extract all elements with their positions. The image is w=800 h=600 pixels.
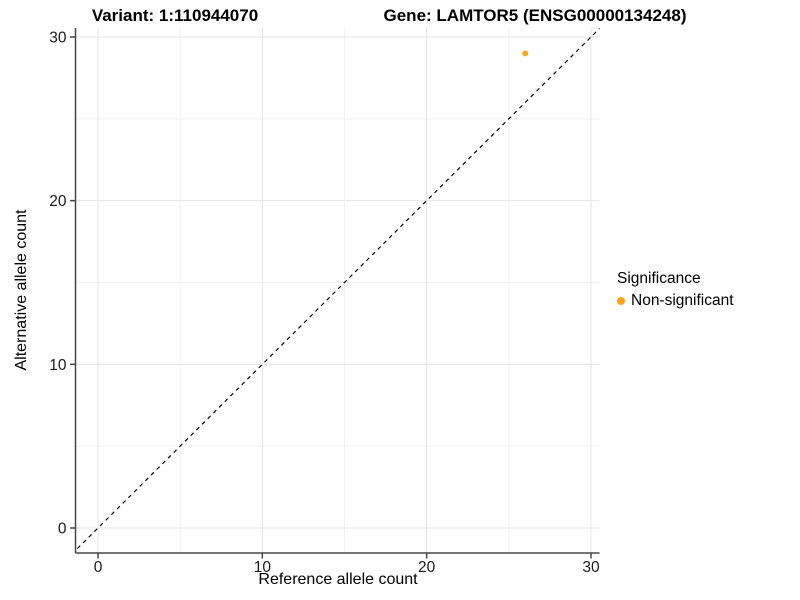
legend-title: Significance (617, 270, 701, 287)
legend-item: Non-significant (617, 291, 734, 311)
x-axis-title: Reference allele count (258, 571, 418, 588)
x-tick-label: 30 (582, 559, 600, 576)
plot-title-variant: Variant: 1:110944070 (91, 6, 259, 25)
x-tick-label: 20 (418, 559, 436, 576)
x-tick-label: 10 (254, 559, 272, 576)
legend-item-label: Non-significant (631, 292, 734, 309)
plot-title-gene: Gene: LAMTOR5 (ENSG00000134248) (383, 6, 687, 25)
y-tick-label: 0 (58, 521, 67, 538)
y-tick-label: 20 (49, 193, 67, 210)
legend: Significance Non-significant (617, 269, 734, 311)
y-tick-label: 30 (49, 29, 67, 46)
identity-line (75, 28, 600, 552)
data-point (522, 50, 529, 57)
x-tick-label: 0 (94, 559, 103, 576)
y-tick-label: 10 (49, 357, 67, 374)
y-axis-title: Alternative allele count (13, 209, 30, 371)
legend-point-icon (617, 297, 625, 305)
